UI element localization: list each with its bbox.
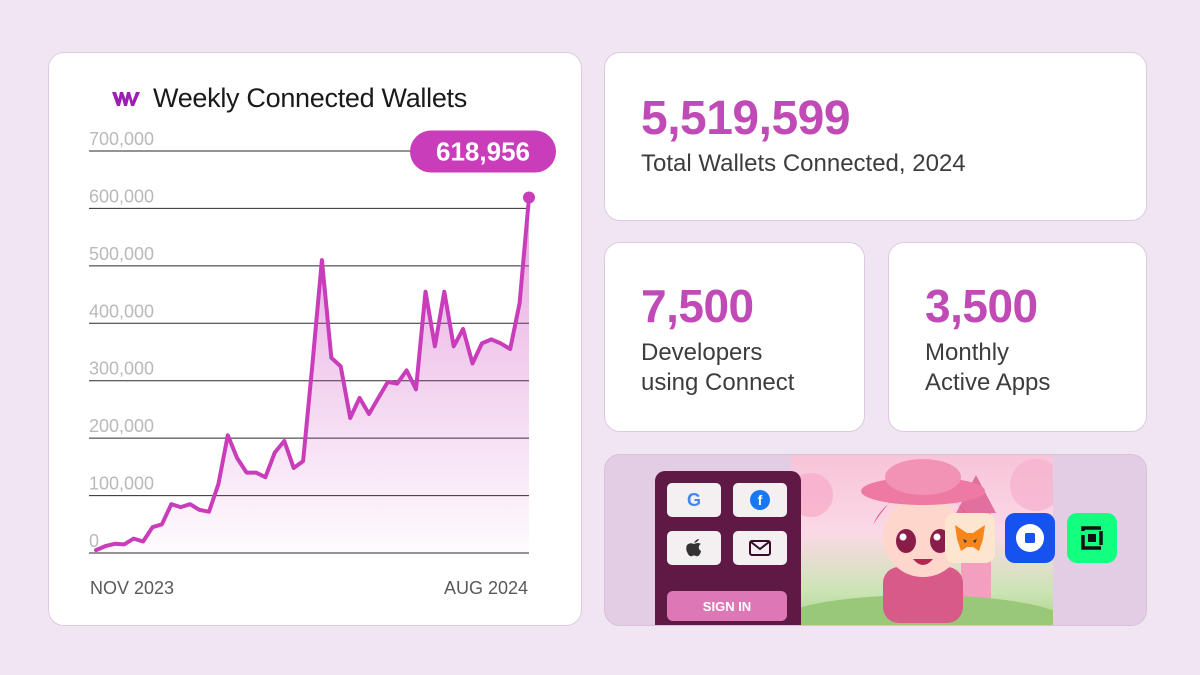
facebook-login-button[interactable]: f [733, 483, 787, 517]
apps-label: Monthly Active Apps [925, 338, 1125, 398]
line-chart: 700,000 600,000 500,000 400,000 300,000 200,0… [89, 129, 556, 598]
y-tick-label: 300,000 [89, 359, 154, 379]
sign-in-panel: G f SIGN IN [655, 471, 801, 625]
apps-label-line2: Active Apps [925, 369, 1051, 396]
x-end-label: AUG 2024 [444, 578, 528, 598]
safe-wallet-button[interactable] [1067, 513, 1117, 563]
email-login-button[interactable] [733, 531, 787, 565]
x-start-label: NOV 2023 [90, 578, 174, 598]
total-wallets-value: 5,519,599 [641, 92, 851, 145]
apps-label-line1: Monthly [925, 339, 1010, 366]
chart-title-text: Weekly Connected Wallets [153, 83, 467, 113]
y-tick-label: 200,000 [89, 416, 154, 436]
highlight-badge-label: 618,956 [436, 137, 530, 167]
y-tick-label: 100,000 [89, 474, 154, 494]
developers-label-line2: using Connect [641, 369, 795, 396]
highlight-point [523, 191, 535, 204]
developers-label-line1: Developers [641, 339, 763, 366]
safe-wallet-icon [1081, 526, 1103, 550]
sign-in-button[interactable]: SIGN IN [667, 591, 787, 621]
facebook-icon: f [750, 490, 770, 510]
y-tick-label: 700,000 [89, 129, 154, 149]
total-wallets-label: Total Wallets Connected, 2024 [641, 150, 966, 177]
y-tick-label: 0 [89, 531, 99, 551]
series-line [94, 195, 531, 553]
walletconnect-logo-icon [112, 91, 140, 106]
google-icon: G [686, 489, 701, 510]
coinbase-icon [1016, 524, 1044, 552]
promo-banner: G f SIGN IN [604, 454, 1147, 626]
coinbase-wallet-button[interactable] [1005, 513, 1055, 563]
y-tick-label: 400,000 [89, 301, 154, 321]
google-login-button[interactable]: G [667, 483, 721, 517]
stat-card-apps: 3,500 Monthly Active Apps [888, 242, 1147, 432]
developers-value: 7,500 [641, 280, 754, 332]
y-tick-label: 500,000 [89, 244, 154, 264]
metamask-icon [955, 525, 985, 551]
stat-card-total: 5,519,599 Total Wallets Connected, 2024 [604, 52, 1147, 221]
y-tick-label: 600,000 [89, 186, 154, 206]
stat-card-developers: 7,500 Developers using Connect [604, 242, 865, 432]
highlight-badge [410, 130, 556, 173]
apple-login-button[interactable] [667, 531, 721, 565]
apple-icon [686, 539, 701, 557]
developers-label: Developers using Connect [641, 338, 841, 398]
apps-value: 3,500 [925, 280, 1038, 332]
chart-card: Weekly Connected Wallets 700,000 600,000 5… [48, 52, 582, 626]
chart-title: Weekly Connected Wallets [111, 83, 467, 114]
mail-icon [749, 540, 771, 556]
metamask-wallet-button[interactable] [945, 513, 995, 563]
